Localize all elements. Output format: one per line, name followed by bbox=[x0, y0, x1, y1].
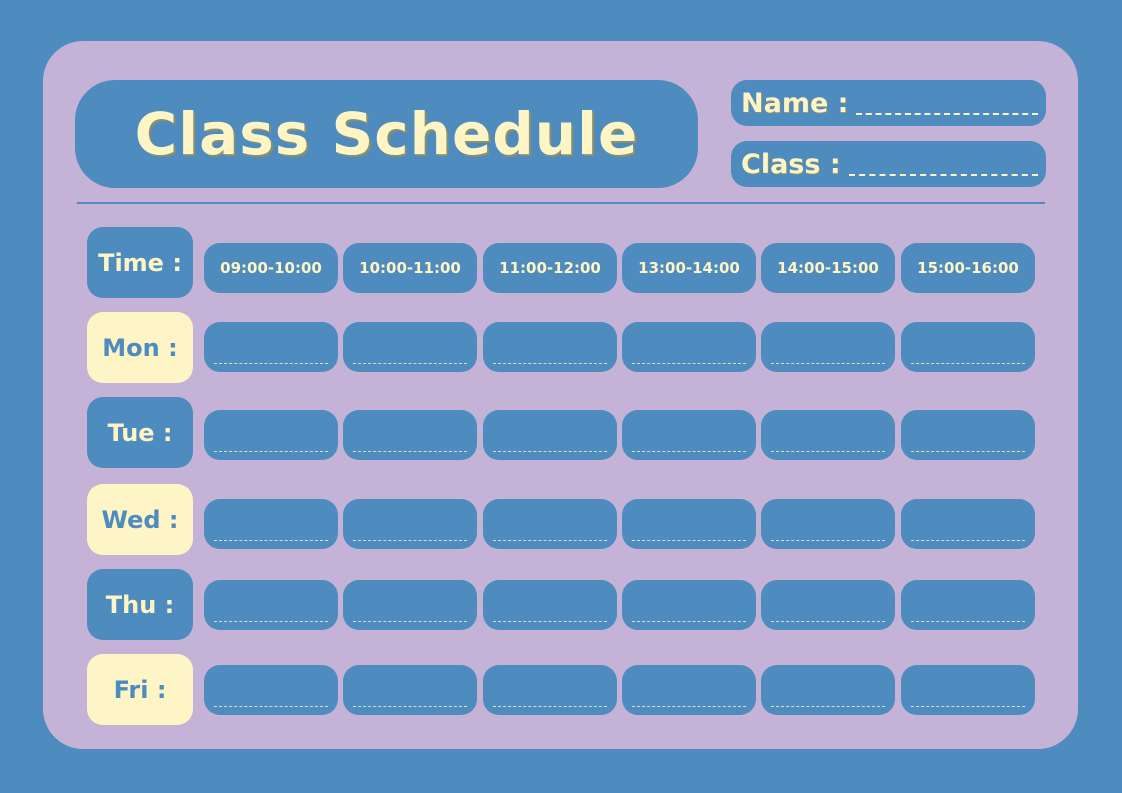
slot-write-line bbox=[911, 621, 1025, 622]
schedule-slot[interactable] bbox=[901, 499, 1035, 549]
schedule-slot[interactable] bbox=[901, 665, 1035, 715]
schedule-slot[interactable] bbox=[901, 322, 1035, 372]
schedule-slot[interactable] bbox=[901, 410, 1035, 460]
slot-write-line bbox=[353, 621, 467, 622]
schedule-slot[interactable] bbox=[622, 410, 756, 460]
schedule-slot[interactable] bbox=[343, 410, 477, 460]
schedule-slot[interactable] bbox=[204, 580, 338, 630]
schedule-slot[interactable] bbox=[204, 665, 338, 715]
slot-write-line bbox=[353, 451, 467, 452]
slot-write-line bbox=[214, 706, 328, 707]
schedule-slot[interactable] bbox=[343, 580, 477, 630]
schedule-slot[interactable] bbox=[483, 410, 617, 460]
schedule-slot[interactable] bbox=[204, 410, 338, 460]
slot-write-line bbox=[911, 363, 1025, 364]
schedule-slot[interactable] bbox=[761, 580, 895, 630]
slot-write-line bbox=[353, 706, 467, 707]
slot-write-line bbox=[911, 540, 1025, 541]
schedule-slot[interactable] bbox=[343, 322, 477, 372]
day-label: Tue : bbox=[87, 397, 193, 468]
slot-write-line bbox=[911, 451, 1025, 452]
schedule-slot[interactable] bbox=[483, 499, 617, 549]
schedule-slot[interactable] bbox=[901, 580, 1035, 630]
time-slot-header: 15:00-16:00 bbox=[901, 243, 1035, 293]
day-label: Wed : bbox=[87, 484, 193, 555]
slot-write-line bbox=[493, 706, 607, 707]
schedule-slot[interactable] bbox=[483, 665, 617, 715]
slot-write-line bbox=[214, 621, 328, 622]
name-label: Name : bbox=[741, 87, 849, 119]
title-banner: Class Schedule bbox=[75, 80, 698, 188]
schedule-slot[interactable] bbox=[483, 322, 617, 372]
name-input-line[interactable] bbox=[856, 91, 1038, 115]
slot-write-line bbox=[493, 621, 607, 622]
time-slot-header: 13:00-14:00 bbox=[622, 243, 756, 293]
schedule-slot[interactable] bbox=[622, 580, 756, 630]
name-field[interactable]: Name : bbox=[731, 80, 1046, 126]
slot-write-line bbox=[632, 363, 746, 364]
slot-write-line bbox=[214, 363, 328, 364]
slot-write-line bbox=[353, 540, 467, 541]
schedule-slot[interactable] bbox=[761, 322, 895, 372]
time-slot-header: 11:00-12:00 bbox=[483, 243, 617, 293]
schedule-slot[interactable] bbox=[622, 665, 756, 715]
slot-write-line bbox=[353, 363, 467, 364]
slot-write-line bbox=[632, 621, 746, 622]
time-slot-header: 09:00-10:00 bbox=[204, 243, 338, 293]
slot-write-line bbox=[771, 540, 885, 541]
slot-write-line bbox=[771, 451, 885, 452]
schedule-slot[interactable] bbox=[622, 322, 756, 372]
schedule-slot[interactable] bbox=[343, 665, 477, 715]
time-label: Time : bbox=[87, 227, 193, 298]
slot-write-line bbox=[632, 706, 746, 707]
class-field[interactable]: Class : bbox=[731, 141, 1046, 187]
slot-write-line bbox=[493, 363, 607, 364]
schedule-slot[interactable] bbox=[204, 322, 338, 372]
page-title: Class Schedule bbox=[134, 100, 639, 168]
time-slot-header: 14:00-15:00 bbox=[761, 243, 895, 293]
schedule-slot[interactable] bbox=[343, 499, 477, 549]
slot-write-line bbox=[493, 451, 607, 452]
day-label: Mon : bbox=[87, 312, 193, 383]
class-label: Class : bbox=[741, 148, 841, 180]
day-label: Thu : bbox=[87, 569, 193, 640]
schedule-slot[interactable] bbox=[761, 499, 895, 549]
class-input-line[interactable] bbox=[848, 152, 1038, 176]
slot-write-line bbox=[493, 540, 607, 541]
divider bbox=[77, 202, 1045, 204]
slot-write-line bbox=[214, 451, 328, 452]
slot-write-line bbox=[214, 540, 328, 541]
schedule-slot[interactable] bbox=[761, 410, 895, 460]
schedule-slot[interactable] bbox=[761, 665, 895, 715]
slot-write-line bbox=[632, 451, 746, 452]
slot-write-line bbox=[632, 540, 746, 541]
slot-write-line bbox=[911, 706, 1025, 707]
time-slot-header: 10:00-11:00 bbox=[343, 243, 477, 293]
schedule-slot[interactable] bbox=[483, 580, 617, 630]
schedule-slot[interactable] bbox=[622, 499, 756, 549]
slot-write-line bbox=[771, 621, 885, 622]
slot-write-line bbox=[771, 363, 885, 364]
schedule-slot[interactable] bbox=[204, 499, 338, 549]
slot-write-line bbox=[771, 706, 885, 707]
day-label: Fri : bbox=[87, 654, 193, 725]
